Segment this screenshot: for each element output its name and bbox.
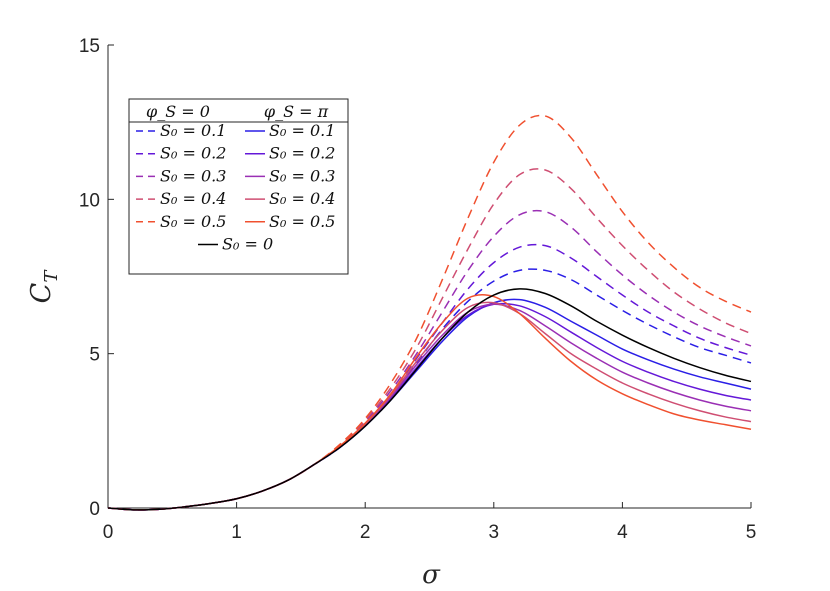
legend-label: S₀ = 0.4 [160, 189, 226, 208]
x-tick-label: 2 [360, 522, 371, 543]
tick-labels: 0 1 2 3 4 5 0 5 10 15 [79, 36, 756, 543]
legend-entries: S₀ = 0.1 S₀ = 0.2 S₀ = 0.3 S₀ = 0.4 S₀ = 0.5… [136, 121, 335, 254]
legend-header-phase-pi: φ_S = π [264, 102, 329, 121]
legend-label: S₀ = 0.5 [160, 212, 226, 231]
legend-label: S₀ = 0 [222, 235, 273, 254]
legend-entry-s03-phase-pi: S₀ = 0.3 [245, 166, 335, 185]
y-axis-label-main: C [26, 282, 57, 303]
series-line-s02-phase-0 [107, 243, 752, 511]
y-axis-label: CT [26, 269, 62, 304]
series-line-s00 [107, 288, 752, 511]
legend-label: S₀ = 0.2 [160, 144, 226, 163]
legend-label: S₀ = 0.4 [269, 189, 335, 208]
legend-entry-s04-phase-pi: S₀ = 0.4 [245, 189, 335, 208]
legend-label: S₀ = 0.5 [269, 212, 335, 231]
series-line-s01-phase-pi [107, 298, 752, 511]
legend-label: S₀ = 0.2 [269, 144, 335, 163]
legend-entry-s03-phase-0: S₀ = 0.3 [136, 166, 226, 185]
legend: φ_S = 0 φ_S = π S₀ = 0.1 S₀ = 0.2 S₀ = 0.3… [128, 98, 349, 275]
x-tick-label: 3 [489, 522, 500, 543]
x-tick-label: 5 [746, 522, 757, 543]
legend-entry-s02-phase-pi: S₀ = 0.2 [245, 144, 335, 163]
legend-label: S₀ = 0.3 [269, 166, 335, 185]
legend-box [128, 98, 349, 275]
axes [107, 44, 752, 509]
series-lines [107, 114, 752, 511]
y-tick-label: 15 [79, 36, 100, 57]
y-tick-label: 10 [79, 190, 100, 211]
series-line-s01-phase-0 [107, 268, 752, 511]
x-tick-label: 1 [231, 522, 242, 543]
legend-entry-s01-phase-pi: S₀ = 0.1 [245, 121, 335, 140]
y-tick-label: 0 [89, 499, 100, 520]
x-tick-label: 0 [103, 522, 114, 543]
legend-entry-s00: S₀ = 0 [198, 235, 273, 254]
x-tick-label: 4 [617, 522, 628, 543]
legend-entry-s01-phase-0: S₀ = 0.1 [136, 121, 226, 140]
x-axis-label: σ [422, 560, 441, 590]
legend-entry-s04-phase-0: S₀ = 0.4 [136, 189, 226, 208]
legend-header-phase-0: φ_S = 0 [146, 102, 210, 121]
legend-label: S₀ = 0.1 [160, 121, 226, 140]
legend-entry-s05-phase-0: S₀ = 0.5 [136, 212, 226, 231]
legend-label: S₀ = 0.3 [160, 166, 226, 185]
legend-entry-s05-phase-pi: S₀ = 0.5 [245, 212, 335, 231]
y-axis-label-subscript: T [41, 269, 62, 283]
legend-entry-s02-phase-0: S₀ = 0.2 [136, 144, 226, 163]
y-tick-label: 5 [89, 345, 100, 366]
legend-label: S₀ = 0.1 [269, 121, 335, 140]
